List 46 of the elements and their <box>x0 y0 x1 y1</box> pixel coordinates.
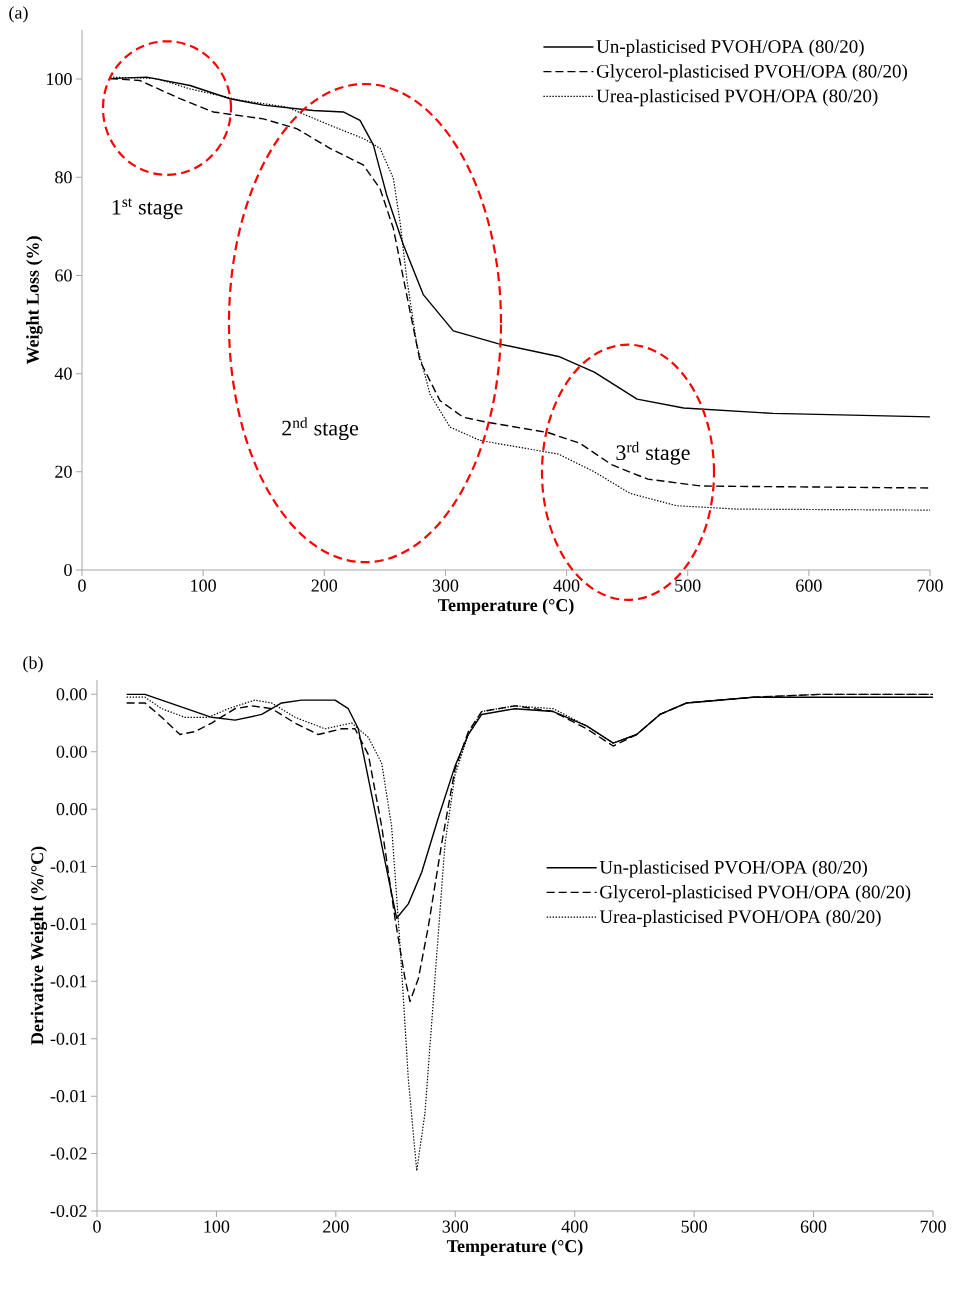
y-tick-label: 0.00 <box>56 745 87 758</box>
chart-title: (b) <box>23 656 43 673</box>
annotation: 1$^{st}$ stage <box>112 198 183 220</box>
y-axis-title: Weight Loss (%) <box>26 236 43 365</box>
legend-label: Urea-plasticised PVOH/OPA (80/20) <box>596 88 878 107</box>
y-axis-title: Derivative Weight (%/°C) <box>30 846 48 1045</box>
x-tick-label: 100 <box>191 579 216 592</box>
x-tick-label: 0 <box>93 1220 101 1233</box>
chart-title: (a) <box>9 6 28 23</box>
y-tick-label: -0.02 <box>50 1204 87 1218</box>
legend-label: Urea-plasticised PVOH/OPA (80/20) <box>599 909 881 927</box>
x-axis-title: Temperature (°C) <box>446 1239 583 1256</box>
y-tick-label: 0.00 <box>56 688 87 701</box>
y-tick-label: 80 <box>55 171 72 184</box>
x-tick-label: 500 <box>681 1220 707 1233</box>
annotation: 3$^{rd}$ stage <box>616 441 690 465</box>
x-tick-label: 100 <box>204 1220 230 1233</box>
y-tick-label: -0.02 <box>50 1147 87 1160</box>
y-tick-label: 0 <box>64 563 72 577</box>
y-tick-label: 20 <box>55 465 72 478</box>
x-tick-label: 600 <box>796 579 822 592</box>
x-tick-label: 700 <box>917 579 943 592</box>
x-tick-label: 600 <box>800 1220 827 1233</box>
legend-label: Un-plasticised PVOH/OPA (80/20) <box>599 860 867 878</box>
x-tick-label: 500 <box>675 579 701 592</box>
y-tick-label: -0.01 <box>50 1032 87 1045</box>
x-tick-label: 400 <box>561 1220 588 1233</box>
y-tick-label: -0.01 <box>50 975 87 988</box>
y-tick-label: -0.01 <box>50 1090 87 1103</box>
x-tick-label: 400 <box>553 579 580 592</box>
x-tick-label: 300 <box>442 1220 469 1233</box>
legend-label: Glycerol-plasticised PVOH/OPA (80/20) <box>600 885 911 903</box>
y-tick-label: 60 <box>55 269 72 282</box>
y-tick-label: -0.01 <box>50 860 87 873</box>
x-tick-label: 200 <box>311 579 338 592</box>
x-tick-label: 300 <box>432 579 459 592</box>
x-tick-label: 700 <box>920 1220 946 1233</box>
legend-label: Glycerol-plasticised PVOH/OPA (80/20) <box>596 64 907 82</box>
x-tick-label: 200 <box>323 1220 349 1233</box>
y-tick-label: 40 <box>54 367 72 380</box>
y-tick-label: -0.01 <box>50 917 87 931</box>
annotation: 2$^{nd}$ stage <box>282 417 359 441</box>
x-axis-title: Temperature (°C) <box>437 598 574 615</box>
legend-label: Un-plasticised PVOH/OPA (80/20) <box>596 39 864 57</box>
y-tick-label: 100 <box>47 73 72 86</box>
y-tick-label: 0.00 <box>56 803 87 816</box>
